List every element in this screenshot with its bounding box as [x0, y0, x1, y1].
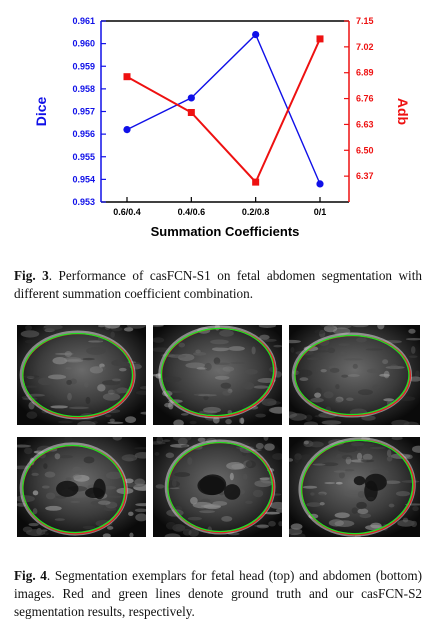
- y-right-tick-label: 7.02: [356, 42, 374, 52]
- segmentation-contour: [160, 327, 275, 417]
- ultrasound-render: [17, 437, 146, 537]
- y-left-tick-label: 0.958: [72, 84, 95, 94]
- data-point-adb: [316, 35, 324, 43]
- y-left-tick-label: 0.954: [72, 174, 95, 184]
- fetal-abdomen-ultrasound-2: [153, 437, 282, 537]
- data-point-dice: [316, 180, 324, 188]
- ultrasound-render: [289, 325, 420, 425]
- y-left-tick-label: 0.960: [72, 39, 95, 49]
- ultrasound-render: [289, 437, 420, 537]
- y-left-tick-label: 0.956: [72, 129, 95, 139]
- fig3-caption-text: . Performance of casFCN-S1 on fetal abdo…: [14, 268, 422, 301]
- fig4-caption: Fig. 4. Segmentation exemplars for fetal…: [14, 567, 422, 621]
- data-point-dice: [123, 126, 131, 134]
- data-point-dice: [187, 94, 195, 102]
- fetal-head-ultrasound-2: [153, 325, 282, 425]
- fetal-head-ultrasound-3: [289, 325, 420, 425]
- segmentation-contour: [300, 439, 414, 535]
- y-left-tick-label: 0.953: [72, 197, 95, 207]
- y-right-axis-title: Adb: [395, 98, 411, 125]
- x-tick-label: 0.4/0.6: [178, 207, 206, 217]
- segmentation-contour: [22, 332, 134, 418]
- y-right-tick-label: 6.89: [356, 68, 374, 78]
- x-tick-label: 0.2/0.8: [242, 207, 270, 217]
- x-tick-label: 0.6/0.4: [113, 207, 141, 217]
- data-point-adb: [252, 178, 260, 186]
- data-point-adb: [187, 108, 195, 116]
- fetal-head-ultrasound-1: [17, 325, 146, 425]
- y-left-tick-label: 0.955: [72, 152, 95, 162]
- fig4-caption-label: Fig. 4: [14, 568, 47, 583]
- data-point-adb: [123, 73, 131, 81]
- ultrasound-render: [17, 325, 146, 425]
- y-left-tick-label: 0.959: [72, 61, 95, 71]
- fig4-caption-text: . Segmentation exemplars for fetal head …: [14, 568, 422, 619]
- x-tick-label: 0/1: [314, 207, 327, 217]
- y-right-tick-label: 7.15: [356, 16, 374, 26]
- ultrasound-render: [153, 437, 282, 537]
- x-axis-title: Summation Coefficients: [151, 224, 300, 239]
- y-left-tick-label: 0.961: [72, 16, 95, 26]
- y-right-tick-label: 6.63: [356, 119, 374, 129]
- segmentation-contour: [167, 441, 274, 533]
- series-line-adb: [126, 38, 321, 184]
- fig3-caption: Fig. 3. Performance of casFCN-S1 on feta…: [14, 267, 422, 303]
- ultrasound-render: [153, 325, 282, 425]
- y-right-tick-label: 6.37: [356, 171, 374, 181]
- fetal-abdomen-ultrasound-1: [17, 437, 146, 537]
- segmentation-contour: [22, 444, 126, 534]
- y-left-tick-label: 0.957: [72, 107, 95, 117]
- y-left-axis-title: Dice: [33, 97, 49, 127]
- segmentation-contour: [294, 334, 410, 416]
- data-point-dice: [252, 30, 260, 39]
- fig3-chart: 0.953 0.954 0.955 0.956 0.957 0.958 0.959 0.960…: [33, 16, 411, 239]
- fig3-caption-label: Fig. 3: [14, 268, 49, 283]
- fetal-abdomen-ultrasound-3: [289, 437, 420, 537]
- y-right-tick-label: 6.76: [356, 94, 374, 104]
- series-line-dice: [126, 33, 321, 185]
- y-right-tick-label: 6.50: [356, 145, 374, 155]
